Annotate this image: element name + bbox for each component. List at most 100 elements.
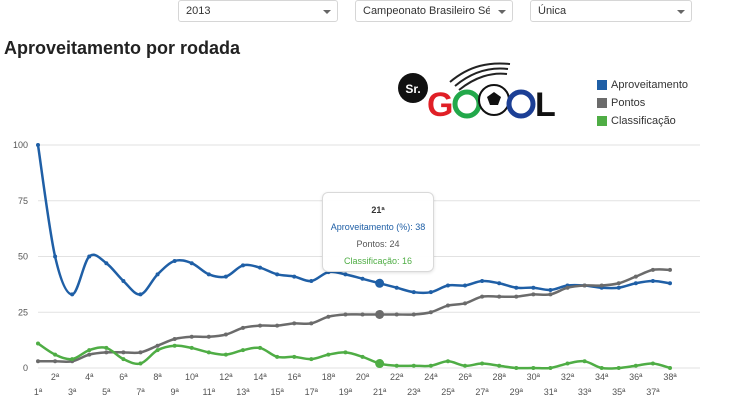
data-point-pontos xyxy=(258,323,263,328)
data-point-classificacao xyxy=(70,357,75,362)
x-tick-label: 14ª xyxy=(253,372,267,382)
data-point-classificacao xyxy=(53,352,58,357)
data-point-pontos xyxy=(548,292,553,297)
data-point-aproveitamento xyxy=(497,281,502,286)
x-tick-label: 3ª xyxy=(68,387,77,397)
data-point-pontos xyxy=(668,267,672,272)
page-title: Aproveitamento por rodada xyxy=(4,38,241,58)
data-point-pontos xyxy=(223,332,228,337)
data-point-aproveitamento xyxy=(36,143,40,147)
data-point-aproveitamento xyxy=(375,278,385,288)
data-point-pontos xyxy=(53,359,58,364)
data-point-pontos xyxy=(616,281,621,286)
data-point-aproveitamento xyxy=(104,261,109,266)
data-point-pontos xyxy=(309,321,314,326)
data-point-pontos xyxy=(172,337,177,342)
data-point-classificacao xyxy=(292,354,297,359)
data-point-classificacao xyxy=(531,366,536,370)
data-point-pontos xyxy=(155,343,160,348)
x-tick-label: 36ª xyxy=(629,372,643,382)
data-point-aproveitamento xyxy=(223,274,228,279)
data-point-classificacao xyxy=(121,357,126,362)
data-point-classificacao xyxy=(633,363,638,368)
data-point-pontos xyxy=(138,350,143,355)
data-point-aproveitamento xyxy=(309,279,314,284)
x-tick-label: 25ª xyxy=(441,387,455,397)
x-tick-label: 15ª xyxy=(270,387,284,397)
data-point-classificacao xyxy=(375,359,385,369)
tooltip-title: 21ª xyxy=(371,205,385,215)
data-point-classificacao xyxy=(514,366,519,370)
data-point-pontos xyxy=(189,334,194,339)
championship-select[interactable]: Campeonato Brasileiro Sé... xyxy=(355,0,513,22)
data-point-classificacao xyxy=(87,348,92,353)
legend-item-classificacao[interactable]: Classificação xyxy=(597,112,688,130)
data-point-pontos xyxy=(497,294,502,299)
x-tick-label: 10ª xyxy=(185,372,199,382)
x-tick-label: 30ª xyxy=(527,372,541,382)
data-point-classificacao xyxy=(258,345,263,350)
data-point-pontos xyxy=(650,267,655,272)
x-tick-label: 5ª xyxy=(102,387,111,397)
data-point-pontos xyxy=(343,312,348,317)
data-point-aproveitamento xyxy=(394,285,399,290)
x-tick-label: 20ª xyxy=(356,372,370,382)
data-point-classificacao xyxy=(428,363,433,368)
data-point-pontos xyxy=(463,301,468,306)
legend-label: Aproveitamento xyxy=(611,79,689,91)
tooltip-pontos: Pontos: 24 xyxy=(356,239,400,249)
data-point-aproveitamento xyxy=(428,290,433,295)
data-point-pontos xyxy=(36,359,40,364)
data-point-aproveitamento xyxy=(292,274,297,279)
phase-select[interactable]: Única xyxy=(530,0,692,22)
x-tick-label: 23ª xyxy=(407,387,421,397)
data-point-classificacao xyxy=(104,345,109,350)
data-point-classificacao xyxy=(326,352,331,357)
data-point-aproveitamento xyxy=(53,254,58,259)
x-tick-label: 22ª xyxy=(390,372,404,382)
x-tick-label: 8ª xyxy=(153,372,162,382)
series-line-classificacao xyxy=(37,342,671,370)
x-tick-label: 37ª xyxy=(646,387,660,397)
data-point-pontos xyxy=(565,285,570,290)
data-point-aproveitamento xyxy=(616,285,621,290)
data-point-aproveitamento xyxy=(189,261,194,266)
x-tick-label: 17ª xyxy=(305,387,319,397)
data-point-aproveitamento xyxy=(668,281,672,286)
data-point-classificacao xyxy=(36,341,40,346)
x-tick-label: 32ª xyxy=(561,372,575,382)
x-tick-label: 31ª xyxy=(544,387,558,397)
logo-letter-g: G xyxy=(427,86,453,122)
y-tick-label: 50 xyxy=(18,252,28,262)
legend-swatch xyxy=(597,98,607,108)
x-tick-label: 34ª xyxy=(595,372,609,382)
x-tick-label: 26ª xyxy=(458,372,472,382)
legend-item-aproveitamento[interactable]: Aproveitamento xyxy=(597,76,688,94)
data-point-aproveitamento xyxy=(172,258,177,263)
data-point-aproveitamento xyxy=(411,290,416,295)
data-point-classificacao xyxy=(668,366,672,370)
data-point-aproveitamento xyxy=(463,283,468,288)
x-tick-label: 6ª xyxy=(119,372,128,382)
data-point-classificacao xyxy=(463,363,468,368)
data-point-pontos xyxy=(599,283,604,288)
x-tick-label: 12ª xyxy=(219,372,233,382)
data-point-aproveitamento xyxy=(258,265,263,270)
data-point-pontos xyxy=(275,323,280,328)
data-point-aproveitamento xyxy=(514,285,519,290)
data-point-aproveitamento xyxy=(70,292,75,297)
x-tick-label: 16ª xyxy=(288,372,302,382)
y-tick-label: 75 xyxy=(18,196,28,206)
legend-item-pontos[interactable]: Pontos xyxy=(597,94,688,112)
x-tick-label: 7ª xyxy=(136,387,145,397)
x-tick-label: 2ª xyxy=(51,372,60,382)
season-select[interactable]: 2013 xyxy=(178,0,338,22)
data-point-pontos xyxy=(292,321,297,326)
data-point-pontos xyxy=(326,314,331,319)
sr-gol-logo: Sr. G L xyxy=(398,62,555,122)
chart-legend: Aproveitamento Pontos Classificação xyxy=(597,76,688,130)
data-point-pontos xyxy=(445,303,450,308)
legend-swatch xyxy=(597,116,607,126)
data-point-aproveitamento xyxy=(87,254,92,259)
data-point-classificacao xyxy=(582,359,587,364)
